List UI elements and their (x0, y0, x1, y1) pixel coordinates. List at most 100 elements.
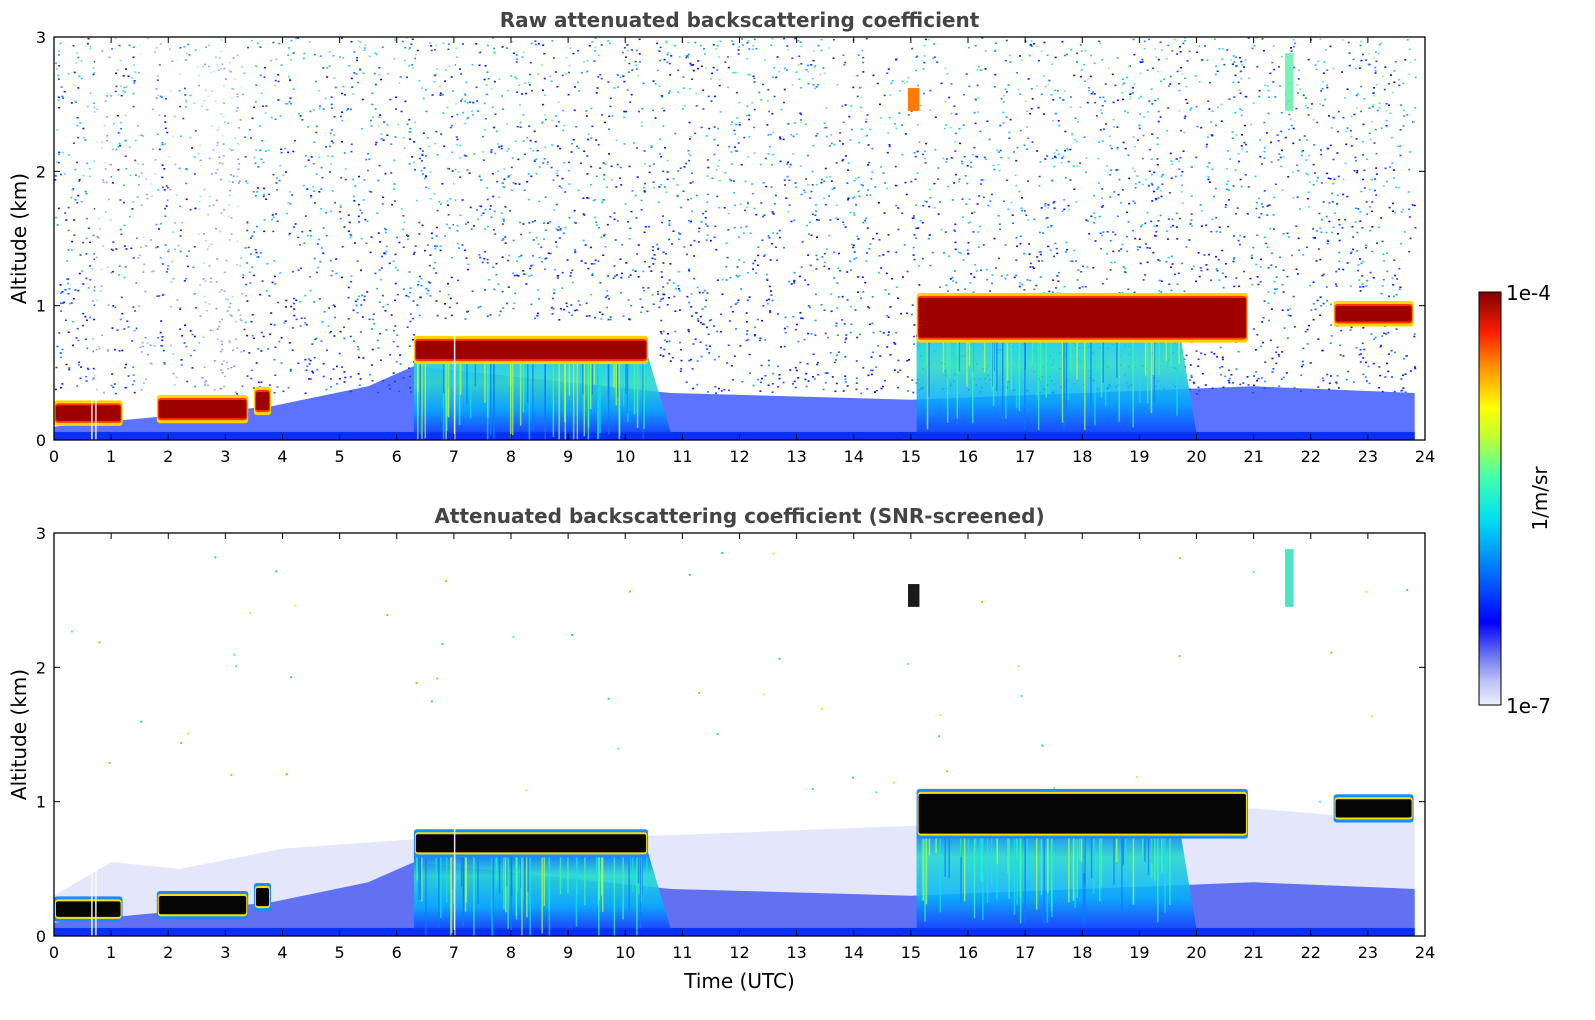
raw-precip-streaks-0 (413, 356, 671, 440)
colorbar-max-label: 1e-4 (1506, 281, 1551, 305)
raw-cloud-layer-4 (916, 292, 1248, 343)
raw-y-axis-label: Altitude (km) (7, 173, 31, 304)
screened-x-tick-label: 3 (220, 943, 230, 962)
raw-x-tick-label: 1 (106, 447, 116, 466)
raw-data-gap-2 (453, 37, 456, 440)
screened-data-gap-0 (91, 533, 93, 936)
raw-backscatter-panel: Raw attenuated backscattering coefficien… (7, 8, 1435, 466)
raw-x-tick-label: 21 (1243, 447, 1263, 466)
screened-x-tick-label: 7 (449, 943, 459, 962)
screened-precip-streaks-1 (916, 825, 1197, 930)
screened-x-tick-label: 21 (1243, 943, 1263, 962)
screened-precip-streaks-0 (413, 852, 671, 936)
screened-y-axis-label: Altitude (km) (7, 669, 31, 800)
screened-x-tick-label: 10 (615, 943, 635, 962)
raw-x-tick-label: 16 (958, 447, 978, 466)
raw-x-tick-label: 10 (615, 447, 635, 466)
raw-x-tick-label: 3 (220, 447, 230, 466)
screened-x-tick-label: 14 (844, 943, 864, 962)
x-axis-label: Time (UTC) (683, 969, 795, 993)
colorbar-min-label: 1e-7 (1506, 694, 1551, 718)
raw-y-tick-label: 2 (36, 162, 46, 181)
raw-x-tick-label: 24 (1415, 447, 1435, 466)
raw-cloud-layer-2 (253, 386, 272, 416)
screened-surface-layer (54, 927, 1415, 936)
screened-high-cloud-15h (908, 584, 920, 607)
raw-x-tick-label: 5 (335, 447, 345, 466)
screened-x-tick-label: 11 (672, 943, 692, 962)
screened-x-tick-label: 13 (786, 943, 806, 962)
raw-x-tick-label: 23 (1358, 447, 1378, 466)
raw-cloud-layer-3 (413, 335, 649, 365)
screened-cloud-layer-3 (413, 829, 649, 858)
raw-x-tick-label: 2 (163, 447, 173, 466)
raw-x-tick-label: 7 (449, 447, 459, 466)
screened-x-tick-label: 16 (958, 943, 978, 962)
colorbar: 1e-4 1e-7 1/m/sr (1478, 281, 1552, 718)
screened-cloud-layer-0 (54, 896, 123, 922)
screened-y-tick-label: 1 (36, 793, 46, 812)
raw-x-tick-label: 9 (563, 447, 573, 466)
screened-x-tick-label: 17 (1015, 943, 1035, 962)
screened-isolated-specks (71, 552, 1409, 803)
screened-x-tick-label: 18 (1072, 943, 1092, 962)
colorbar-unit-label: 1/m/sr (1528, 466, 1552, 531)
screened-x-tick-label: 20 (1186, 943, 1206, 962)
raw-x-tick-label: 6 (392, 447, 402, 466)
raw-y-axis: 0 1 2 3 (36, 28, 1425, 450)
screened-cloud-layer-5 (1333, 794, 1414, 823)
raw-x-tick-label: 12 (729, 447, 749, 466)
raw-x-tick-label: 17 (1015, 447, 1035, 466)
raw-x-tick-label: 0 (49, 447, 59, 466)
raw-x-tick-label: 22 (1301, 447, 1321, 466)
raw-cloud-layer-5 (1333, 300, 1414, 327)
screened-x-tick-label: 1 (106, 943, 116, 962)
raw-y-tick-label: 1 (36, 297, 46, 316)
raw-x-tick-label: 15 (901, 447, 921, 466)
screened-x-tick-label: 24 (1415, 943, 1435, 962)
raw-x-tick-label: 11 (672, 447, 692, 466)
screened-backscatter-panel: Attenuated backscattering coefficient (S… (7, 504, 1435, 993)
raw-heatmap-area (54, 37, 1417, 440)
raw-cloud-layer-1 (156, 395, 249, 424)
raw-y-tick-label: 3 (36, 28, 46, 47)
raw-surface-layer (54, 431, 1415, 440)
screened-panel-title: Attenuated backscattering coefficient (S… (434, 504, 1044, 528)
screened-cloud-layer-2 (253, 882, 272, 912)
screened-y-axis: 0 1 2 3 (36, 524, 1425, 946)
screened-x-tick-label: 2 (163, 943, 173, 962)
raw-x-tick-label: 18 (1072, 447, 1092, 466)
screened-x-tick-label: 6 (392, 943, 402, 962)
raw-high-cloud-21h (1285, 53, 1294, 111)
raw-x-tick-label: 4 (277, 447, 287, 466)
raw-high-cloud-15h (908, 88, 920, 111)
screened-x-tick-label: 5 (335, 943, 345, 962)
screened-y-tick-label: 0 (36, 927, 46, 946)
screened-y-tick-label: 3 (36, 524, 46, 543)
raw-x-axis: 0 1 2 3 4 5 6 7 8 9 10 11 12 13 14 15 16 17 18 19 20 21 22 23 24 (49, 37, 1435, 466)
raw-y-tick-label: 0 (36, 431, 46, 450)
raw-panel-title: Raw attenuated backscattering coefficien… (500, 8, 980, 32)
screened-x-tick-label: 23 (1358, 943, 1378, 962)
screened-x-axis: 0 1 2 3 4 5 6 7 8 9 10 11 12 13 14 15 16 17 18 19 20 21 22 23 24 (49, 533, 1435, 962)
raw-x-tick-label: 13 (786, 447, 806, 466)
raw-x-tick-label: 20 (1186, 447, 1206, 466)
screened-y-tick-label: 2 (36, 658, 46, 677)
screened-x-tick-label: 19 (1129, 943, 1149, 962)
screened-data-gap-1 (95, 533, 97, 936)
raw-x-tick-label: 8 (506, 447, 516, 466)
screened-data-gap-2 (453, 533, 456, 936)
colorbar-gradient (1478, 291, 1502, 706)
raw-data-gap-0 (91, 37, 93, 440)
screened-high-cloud-21h (1285, 549, 1294, 607)
screened-heatmap-area (54, 533, 1415, 936)
screened-x-tick-label: 22 (1301, 943, 1321, 962)
raw-precip-streaks-1 (916, 329, 1197, 434)
raw-x-tick-label: 19 (1129, 447, 1149, 466)
screened-x-tick-label: 12 (729, 943, 749, 962)
screened-x-tick-label: 4 (277, 943, 287, 962)
screened-x-tick-label: 8 (506, 943, 516, 962)
raw-data-gap-1 (95, 37, 97, 440)
raw-x-tick-label: 14 (844, 447, 864, 466)
